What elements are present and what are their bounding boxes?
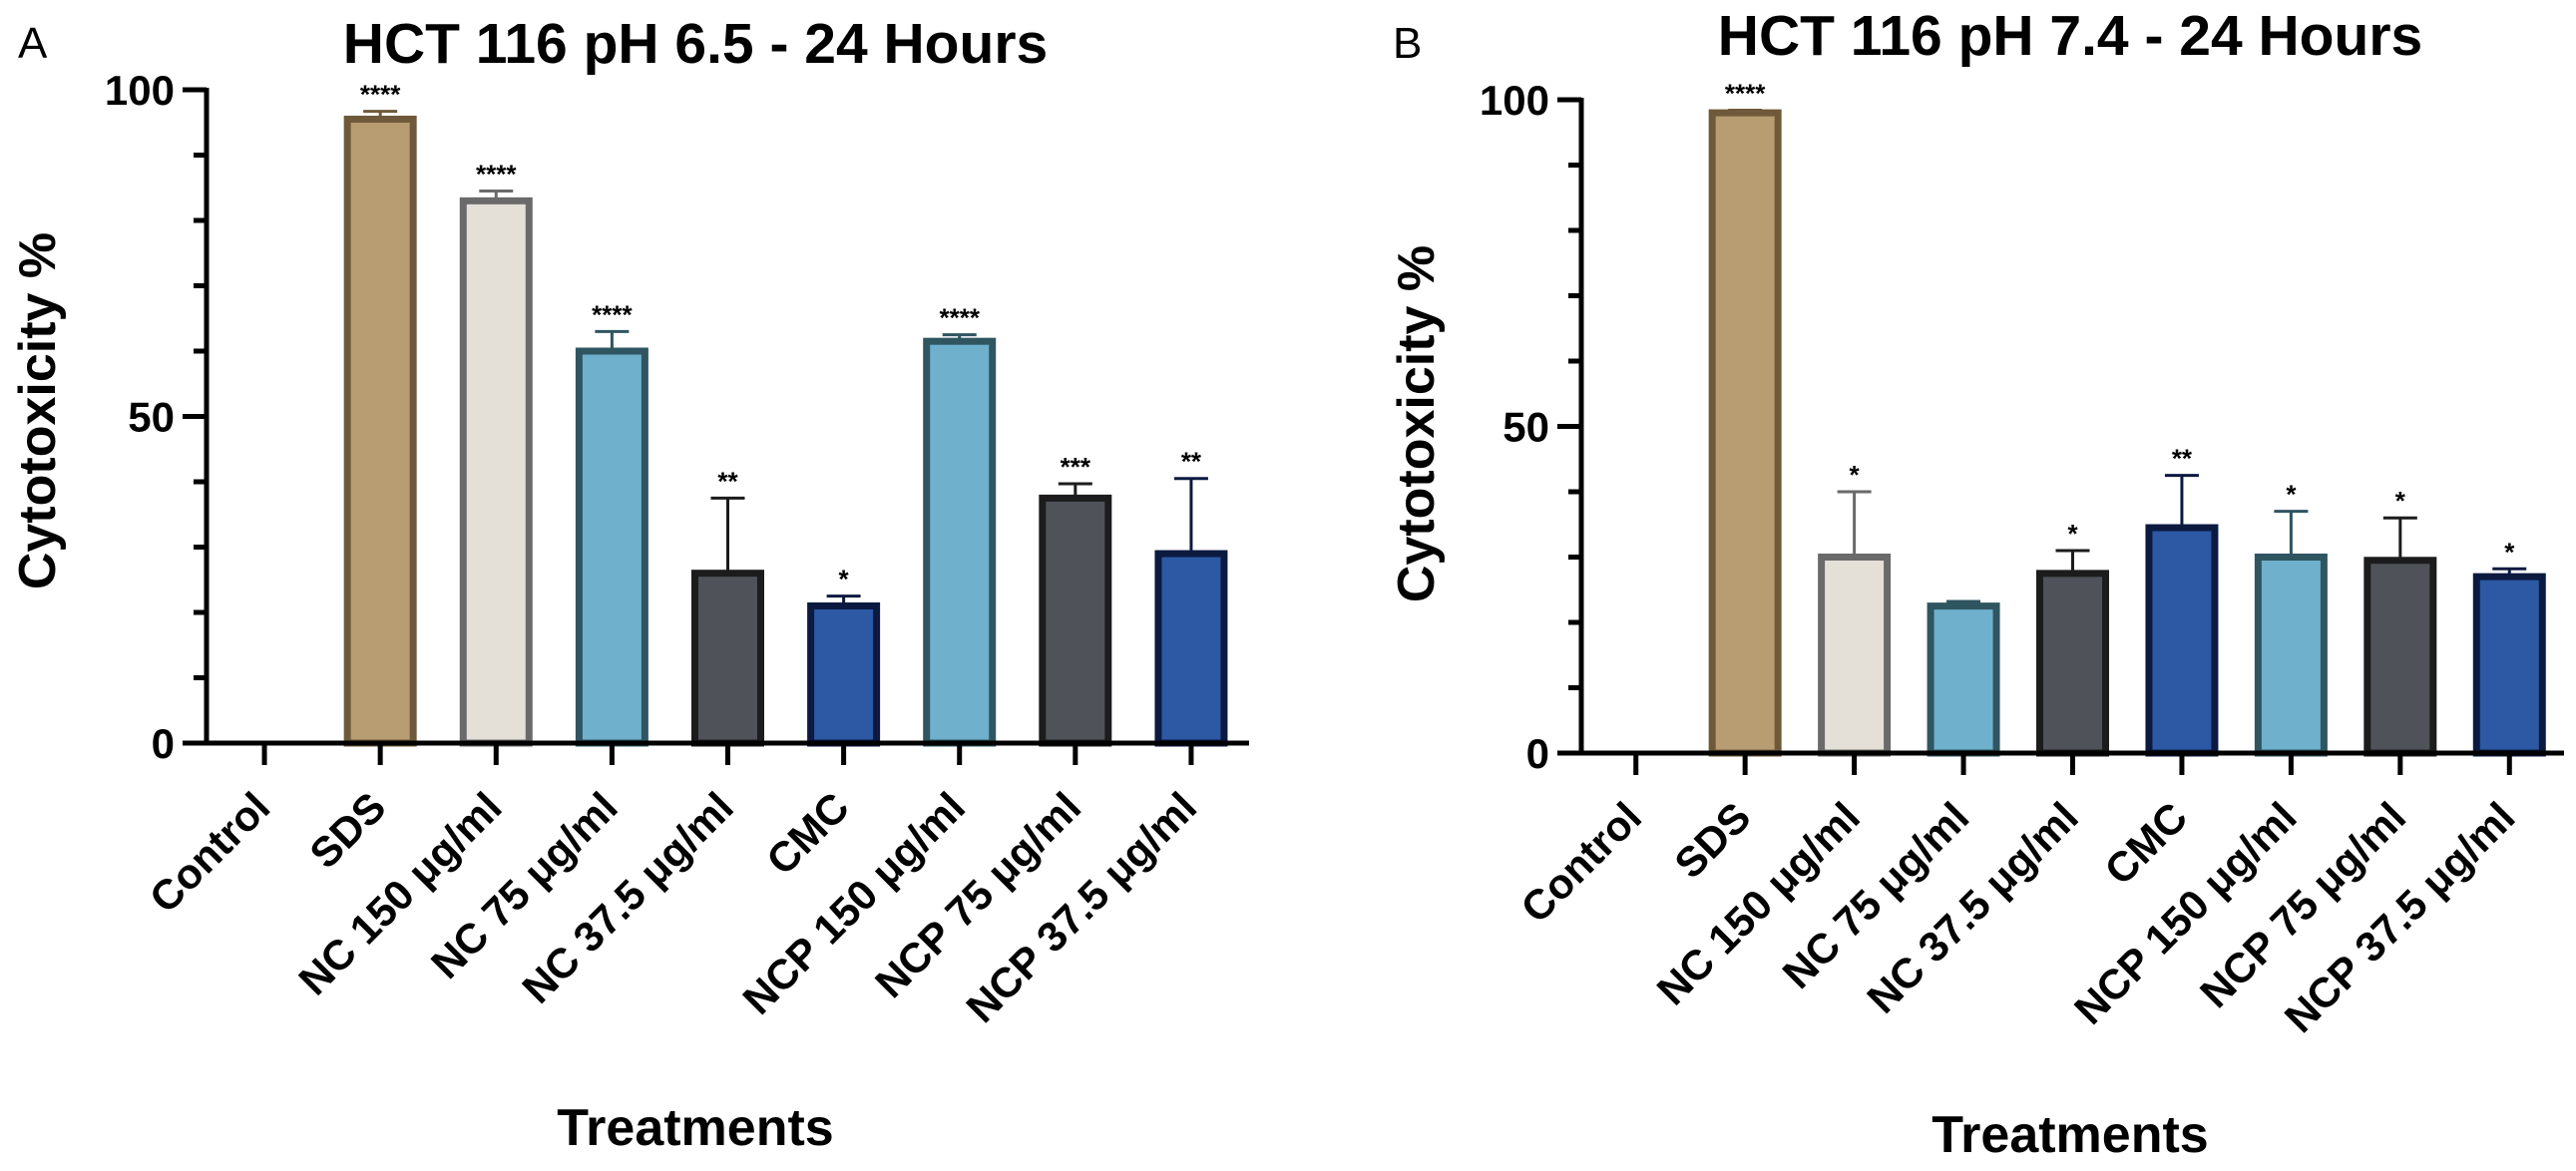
bar	[343, 115, 417, 747]
bar	[691, 570, 764, 747]
x-axis-label: Treatments	[557, 1099, 833, 1157]
y-tick-label: 100	[1480, 77, 1549, 124]
significance-label: **	[717, 466, 738, 496]
chart-title: HCT 116 pH 7.4 - 24 Hours	[1718, 4, 2422, 68]
significance-label: *	[1850, 460, 1861, 490]
bar	[1154, 550, 1228, 747]
plot-area: Control****SDS****NC 150 μg/ml****NC 75 …	[105, 67, 1249, 1031]
bar	[2472, 573, 2546, 757]
x-tick-label: Control	[1511, 793, 1650, 932]
y-tick-label: 0	[1526, 730, 1549, 777]
significance-label: ****	[592, 299, 633, 329]
y-tick-label: 50	[1503, 404, 1549, 451]
y-tick-label: 0	[152, 720, 175, 767]
x-tick-label: CMC	[2095, 793, 2196, 894]
bar	[2363, 557, 2437, 757]
significance-label: *	[2504, 537, 2515, 567]
significance-label: ****	[939, 303, 980, 333]
significance-label: *	[839, 565, 850, 594]
bar	[807, 601, 881, 747]
significance-label: *	[2286, 480, 2297, 510]
x-tick-label: NC 37.5 μg/ml	[513, 783, 742, 1012]
x-tick-label: CMC	[757, 783, 858, 884]
x-tick-label: NC 150 μg/ml	[289, 783, 510, 1003]
significance-label: **	[2172, 444, 2193, 474]
bar	[923, 337, 997, 747]
bar	[575, 347, 648, 747]
panel-a: A HCT 116 pH 6.5 - 24 Hours Cytotoxicity…	[9, 12, 1249, 1157]
bar	[459, 196, 533, 747]
bar	[1818, 554, 1892, 757]
x-axis-label: Treatments	[1932, 1106, 2208, 1164]
panel-letter: A	[18, 19, 48, 68]
y-tick-label: 50	[128, 394, 175, 441]
x-tick-label: SDS	[1665, 793, 1759, 887]
chart-title: HCT 116 pH 6.5 - 24 Hours	[343, 12, 1048, 76]
bar	[2036, 570, 2109, 757]
bar	[2145, 524, 2219, 757]
significance-label: ****	[476, 160, 517, 190]
bar	[2254, 554, 2328, 757]
bar	[1039, 494, 1112, 747]
significance-label: **	[1181, 447, 1202, 477]
y-axis-label: Cytotoxicity %	[1388, 245, 1446, 602]
significance-label: *	[2067, 519, 2078, 549]
panel-b: B HCT 116 pH 7.4 - 24 Hours Cytotoxicity…	[1388, 4, 2564, 1164]
y-tick-label: 100	[105, 67, 175, 114]
panel-letter: B	[1393, 19, 1422, 68]
significance-label: ****	[360, 80, 401, 110]
significance-label: *	[2395, 486, 2406, 516]
bar	[1708, 109, 1782, 757]
significance-label: ***	[1061, 452, 1091, 482]
y-axis-label: Cytotoxicity %	[9, 232, 67, 589]
x-tick-label: SDS	[300, 783, 394, 877]
x-tick-label: Control	[141, 783, 279, 922]
x-tick-label: NCP 75 μg/ml	[866, 783, 1089, 1006]
bar	[1927, 602, 2000, 757]
significance-label: ****	[1725, 78, 1766, 108]
